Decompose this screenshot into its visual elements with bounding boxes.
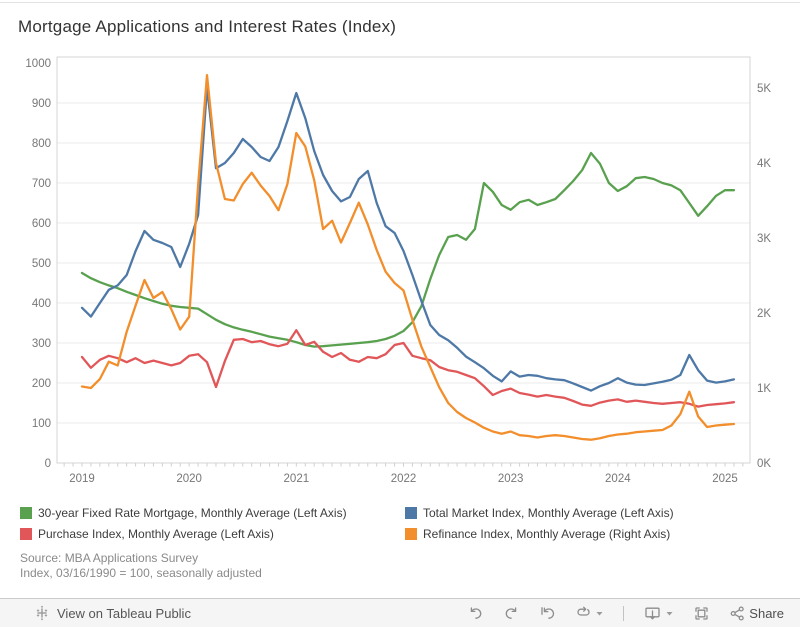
right-axis-label: 2K — [757, 308, 771, 320]
left-axis-label: 100 — [32, 418, 51, 430]
redo-button[interactable] — [503, 605, 520, 622]
legend-item-30yr-fixed[interactable]: 30-year Fixed Rate Mortgage, Monthly Ave… — [20, 503, 405, 523]
legend: 30-year Fixed Rate Mortgage, Monthly Ave… — [20, 503, 790, 544]
replay-icon — [541, 606, 555, 619]
left-axis-label: 700 — [32, 178, 51, 190]
view-on-tableau-public-label: View on Tableau Public — [57, 605, 191, 621]
legend-swatch-green — [20, 507, 32, 519]
top-divider — [0, 2, 800, 3]
legend-swatch-red — [20, 528, 32, 540]
legend-label: Purchase Index, Monthly Average (Left Ax… — [38, 527, 274, 541]
legend-item-purchase[interactable]: Purchase Index, Monthly Average (Left Ax… — [20, 524, 405, 544]
x-axis-label: 2019 — [69, 473, 95, 485]
series-line-purchase-index — [80, 329, 736, 408]
left-axis-label: 900 — [32, 98, 51, 110]
left-axis-label: 400 — [32, 298, 51, 310]
toolbar-actions: Share — [467, 605, 784, 622]
fullscreen-button[interactable] — [693, 605, 710, 622]
source-caption: Source: MBA Applications Survey Index, 0… — [20, 551, 262, 581]
source-line-2: Index, 03/16/1990 = 100, seasonally adju… — [20, 566, 262, 580]
legend-item-total-market[interactable]: Total Market Index, Monthly Average (Lef… — [405, 503, 790, 523]
refresh-button[interactable] — [575, 605, 604, 622]
chart-svg: 2019 2020 2021 2022 2023 2024 2025 0 100 200 300 40… — [25, 56, 771, 485]
undo-icon — [471, 606, 482, 619]
source-line-1: Source: MBA Applications Survey — [20, 551, 199, 565]
left-axis-label: 600 — [32, 218, 51, 230]
replay-button[interactable] — [539, 605, 556, 622]
download-icon — [645, 607, 660, 619]
right-axis-label: 5K — [757, 83, 771, 95]
legend-item-refinance[interactable]: Refinance Index, Monthly Average (Right … — [405, 524, 790, 544]
right-axis-label: 1K — [757, 383, 771, 395]
refresh-icon — [577, 606, 590, 616]
share-icon — [730, 605, 745, 621]
right-axis-label: 3K — [757, 233, 771, 245]
view-on-tableau-public-link[interactable]: View on Tableau Public — [34, 605, 191, 621]
legend-swatch-blue — [405, 507, 417, 519]
line-chart: 2019 2020 2021 2022 2023 2024 2025 0 100 200 300 40… — [25, 56, 771, 485]
redo-icon — [505, 606, 517, 619]
right-axis-label: 0K — [757, 458, 771, 470]
legend-label: Refinance Index, Monthly Average (Right … — [423, 527, 671, 541]
left-axis-label: 200 — [32, 378, 51, 390]
legend-label: 30-year Fixed Rate Mortgage, Monthly Ave… — [38, 506, 347, 520]
tableau-logo-icon — [36, 605, 48, 621]
share-button[interactable]: Share — [729, 605, 784, 622]
x-axis-label: 2022 — [391, 473, 417, 485]
undo-button[interactable] — [467, 605, 484, 622]
x-axis-label: 2021 — [284, 473, 310, 485]
tableau-toolbar: View on Tableau Public — [0, 598, 800, 627]
x-axis-label: 2020 — [176, 473, 202, 485]
left-axis-label: 0 — [45, 458, 51, 470]
series-line-30-year-fixed-rate-mortgage — [80, 151, 736, 348]
left-axis-label: 800 — [32, 138, 51, 150]
toolbar-divider — [623, 605, 625, 621]
left-axis-label: 1000 — [25, 58, 51, 70]
x-axis-label: 2025 — [712, 473, 738, 485]
x-axis-label: 2024 — [605, 473, 631, 485]
share-label: Share — [749, 605, 784, 621]
x-axis-label: 2023 — [498, 473, 524, 485]
series-line-total-market-index — [80, 85, 736, 392]
legend-swatch-orange — [405, 528, 417, 540]
refresh-caret-icon — [596, 611, 603, 615]
series-line-refinance-index — [80, 74, 736, 441]
fullscreen-icon — [695, 606, 708, 620]
download-caret-icon — [666, 611, 673, 615]
right-axis-label: 4K — [757, 158, 771, 170]
legend-label: Total Market Index, Monthly Average (Lef… — [423, 506, 674, 520]
left-axis-label: 500 — [32, 258, 51, 270]
download-button[interactable] — [643, 605, 674, 622]
left-axis-label: 300 — [32, 338, 51, 350]
chart-title: Mortgage Applications and Interest Rates… — [18, 17, 397, 36]
